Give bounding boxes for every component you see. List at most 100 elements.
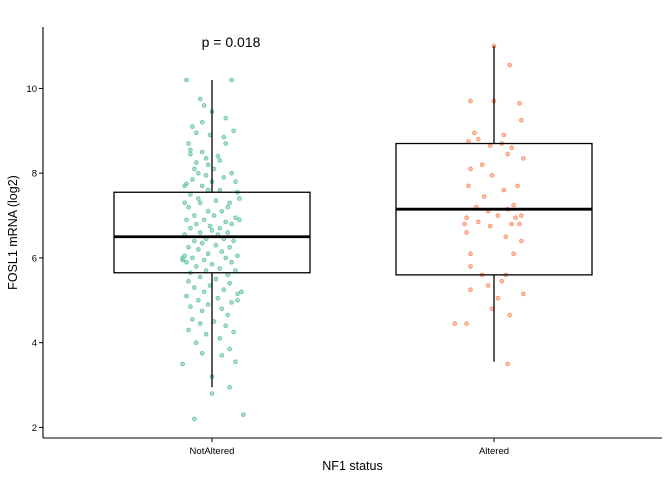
data-point: [519, 117, 524, 123]
data-point: [225, 204, 231, 210]
data-point: [188, 147, 193, 153]
data-point: [505, 151, 511, 157]
data-point: [180, 257, 185, 263]
data-point: [517, 101, 522, 106]
data-point: [479, 162, 485, 168]
data-point: [186, 278, 191, 284]
data-point: [197, 200, 203, 206]
data-point: [231, 128, 236, 134]
data-point: [203, 268, 209, 273]
data-point: [199, 350, 205, 356]
data-point: [190, 317, 195, 322]
data-point: [487, 143, 493, 148]
y-tick-label: 8: [32, 169, 37, 180]
data-point: [188, 192, 193, 197]
data-point: [211, 319, 217, 324]
data-point: [186, 204, 191, 210]
data-point: [223, 141, 229, 146]
data-point: [215, 295, 221, 301]
data-point: [217, 158, 223, 163]
data-point: [207, 283, 213, 288]
data-point: [231, 238, 236, 244]
data-point: [205, 162, 211, 168]
data-point: [485, 283, 491, 288]
data-point: [487, 223, 493, 229]
data-point: [472, 130, 477, 136]
data-point: [495, 295, 501, 301]
data-point: [203, 156, 209, 161]
data-point: [475, 219, 481, 225]
data-point: [223, 323, 229, 329]
data-point: [217, 336, 223, 341]
data-point: [203, 173, 209, 178]
data-point: [196, 170, 201, 176]
x-tick-label: Altered: [479, 446, 509, 457]
data-point: [196, 297, 201, 303]
data-point: [229, 77, 234, 83]
data-point: [219, 209, 225, 214]
data-point: [184, 217, 189, 223]
data-point: [489, 173, 495, 178]
data-point: [194, 340, 199, 346]
data-point: [225, 312, 231, 318]
data-point: [489, 306, 495, 312]
box-iqr: [113, 191, 311, 274]
data-point: [219, 306, 225, 312]
y-tick-label: 4: [32, 338, 37, 349]
box-elements: [113, 46, 593, 388]
data-point: [192, 285, 197, 290]
data-point: [237, 196, 242, 201]
data-point: [505, 361, 511, 367]
data-point: [495, 213, 501, 218]
data-point: [199, 120, 205, 125]
data-point: [499, 278, 505, 284]
data-point: [233, 359, 238, 365]
data-point: [519, 213, 524, 218]
data-point: [227, 200, 232, 206]
data-point: [205, 302, 211, 307]
data-point: [217, 266, 223, 271]
data-point: [197, 321, 203, 326]
data-point: [241, 412, 246, 418]
data-point: [188, 304, 193, 309]
data-point: [192, 238, 197, 244]
data-point: [197, 230, 203, 235]
data-point: [190, 255, 195, 261]
data-point: [227, 245, 232, 250]
data-point: [194, 264, 199, 269]
data-point: [186, 327, 191, 333]
data-point: [207, 223, 213, 229]
data-point: [235, 297, 240, 303]
data-point: [233, 268, 238, 273]
data-point: [203, 331, 209, 337]
data-point: [468, 251, 473, 257]
data-point: [188, 226, 193, 231]
x-ticks: NotAltered Altered: [190, 438, 509, 457]
data-point: [517, 221, 522, 227]
data-point: [199, 240, 205, 246]
data-point: [194, 130, 199, 136]
data-point: [229, 221, 234, 227]
data-point: [197, 96, 203, 102]
data-point: [513, 215, 518, 221]
data-point: [511, 251, 516, 257]
data-point: [237, 217, 242, 223]
data-point: [217, 187, 223, 193]
data-point: [501, 187, 507, 193]
x-axis-title: NF1 status: [322, 459, 382, 473]
data-point: [194, 160, 199, 165]
data-point: [184, 259, 189, 265]
data-point: [211, 213, 217, 218]
y-tick-label: 10: [26, 84, 37, 95]
data-point: [213, 276, 219, 282]
data-point: [217, 226, 223, 231]
data-point: [186, 245, 191, 250]
data-point: [199, 149, 205, 155]
data-point: [215, 153, 221, 159]
data-point: [511, 202, 516, 208]
data-point: [227, 384, 232, 390]
data-point: [207, 132, 213, 138]
data-point: [227, 280, 232, 286]
data-point: [231, 329, 236, 335]
data-point: [197, 274, 203, 280]
